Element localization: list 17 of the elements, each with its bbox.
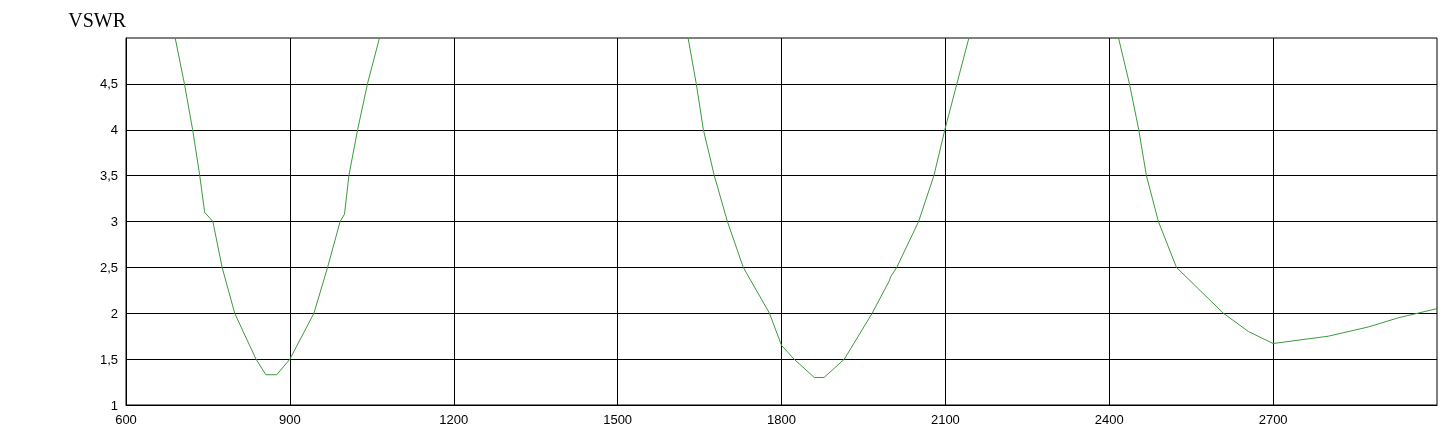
y-tick-label: 2 — [110, 305, 118, 321]
y-tick-label: 4,5 — [99, 76, 118, 92]
y-tick-label: 1,5 — [99, 351, 118, 367]
y-axis-title: VSWR — [68, 9, 127, 31]
x-tick-label: 1800 — [767, 412, 796, 427]
y-tick-label: 3 — [110, 214, 118, 229]
x-tick-label: 2100 — [930, 412, 960, 427]
x-tick-label: 900 — [279, 412, 301, 427]
x-tick-label: 2700 — [1258, 412, 1288, 427]
y-tick-label: 4 — [110, 122, 118, 138]
x-tick-label: 2400 — [1094, 412, 1124, 427]
y-tick-label: 2,5 — [99, 259, 118, 275]
x-tick-label: 1200 — [439, 412, 469, 427]
x-tick-label: 600 — [115, 412, 137, 427]
x-tick-label: 1500 — [603, 412, 633, 427]
y-tick-label: 1 — [110, 397, 118, 413]
y-tick-label: 3,5 — [99, 168, 118, 184]
